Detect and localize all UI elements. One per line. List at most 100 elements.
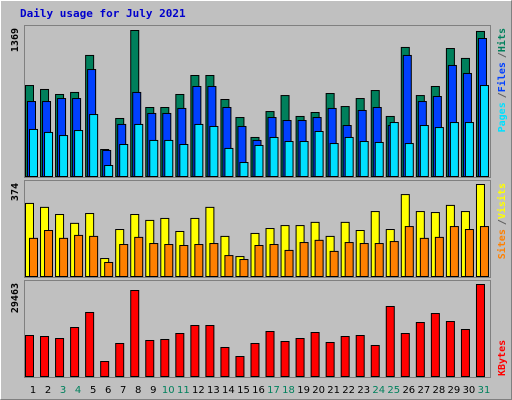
bar	[164, 139, 174, 177]
x-tick-label: 23	[357, 385, 370, 396]
x-tick-label: 9	[150, 385, 156, 396]
x-tick-label: 4	[75, 385, 81, 396]
bar	[314, 239, 324, 277]
y-tick-label: 29463	[10, 283, 21, 313]
bar	[224, 147, 234, 177]
bar	[344, 136, 354, 178]
bar	[239, 259, 249, 277]
bar	[280, 340, 290, 377]
x-tick-label: 20	[312, 385, 325, 396]
legend-entry: Sites	[496, 229, 508, 259]
bar	[224, 255, 234, 278]
bar	[40, 336, 50, 377]
bar	[479, 85, 489, 177]
x-tick-label: 1	[30, 385, 36, 396]
bar	[299, 141, 309, 178]
bar	[89, 235, 99, 278]
bar	[149, 243, 159, 277]
x-tick-label: 21	[327, 385, 340, 396]
bar	[295, 337, 305, 378]
bar	[44, 131, 54, 177]
bar	[74, 130, 84, 178]
bar	[329, 143, 339, 177]
bar	[430, 313, 440, 377]
bar	[194, 244, 204, 278]
bar	[89, 114, 99, 178]
bar	[464, 122, 474, 177]
bar	[175, 333, 185, 378]
legend: KBytes	[497, 340, 508, 376]
bar	[370, 344, 380, 378]
x-tick-label: 28	[433, 385, 446, 396]
bar	[209, 125, 219, 177]
bar	[194, 123, 204, 177]
bar	[119, 244, 129, 278]
bar	[209, 243, 219, 277]
bar	[464, 229, 474, 277]
bar	[385, 305, 395, 377]
x-tick-label: 10	[162, 385, 175, 396]
bar	[374, 141, 384, 178]
x-tick-label: 22	[342, 385, 355, 396]
legend: Sites /Visits	[496, 183, 508, 259]
bar	[325, 341, 335, 378]
bar	[400, 333, 410, 378]
bar	[359, 141, 369, 178]
bar	[340, 336, 350, 377]
bar	[134, 123, 144, 177]
bar	[100, 361, 110, 378]
x-tick-label: 27	[417, 385, 430, 396]
x-tick-label: 31	[478, 385, 491, 396]
x-tick-label: 18	[282, 385, 295, 396]
bar	[145, 339, 155, 378]
x-tick-label: 26	[402, 385, 415, 396]
bar	[254, 144, 264, 177]
bar	[205, 325, 215, 377]
x-tick-label: 12	[192, 385, 205, 396]
x-tick-label: 14	[222, 385, 235, 396]
legend-separator: /	[497, 219, 508, 225]
x-tick-label: 17	[267, 385, 280, 396]
bar	[115, 342, 125, 377]
x-tick-label: 29	[448, 385, 461, 396]
bar	[29, 237, 38, 277]
x-tick-label: 3	[60, 385, 66, 396]
x-tick-label: 16	[252, 385, 265, 396]
bar	[29, 128, 38, 178]
bar	[449, 122, 459, 177]
legend: Pages/Files/Hits	[496, 28, 508, 132]
bar	[314, 130, 324, 177]
bar	[25, 335, 34, 378]
bar	[265, 331, 275, 378]
bar	[434, 127, 444, 177]
bar	[119, 144, 129, 177]
bar	[70, 327, 80, 377]
bar	[55, 337, 65, 378]
bar	[235, 356, 245, 378]
bar	[419, 125, 429, 177]
bar	[415, 322, 425, 377]
x-tick-label: 7	[120, 385, 126, 396]
bar	[59, 135, 69, 178]
bar	[59, 237, 69, 277]
bar	[149, 139, 159, 177]
legend-separator: /	[497, 92, 508, 98]
bar	[284, 249, 294, 278]
x-tick-label: 25	[387, 385, 400, 396]
bar	[329, 250, 339, 277]
bar	[460, 329, 470, 377]
bar	[179, 245, 189, 277]
bar	[104, 261, 114, 277]
x-tick-label: 30	[463, 385, 476, 396]
bar	[389, 241, 399, 277]
bar	[44, 230, 54, 277]
x-tick-label: 11	[177, 385, 190, 396]
x-tick-label: 6	[105, 385, 111, 396]
bar	[160, 338, 170, 377]
bar	[344, 242, 354, 278]
bar	[269, 244, 279, 278]
bar	[179, 144, 189, 177]
bar	[284, 141, 294, 178]
legend-entry: Pages	[497, 102, 508, 132]
